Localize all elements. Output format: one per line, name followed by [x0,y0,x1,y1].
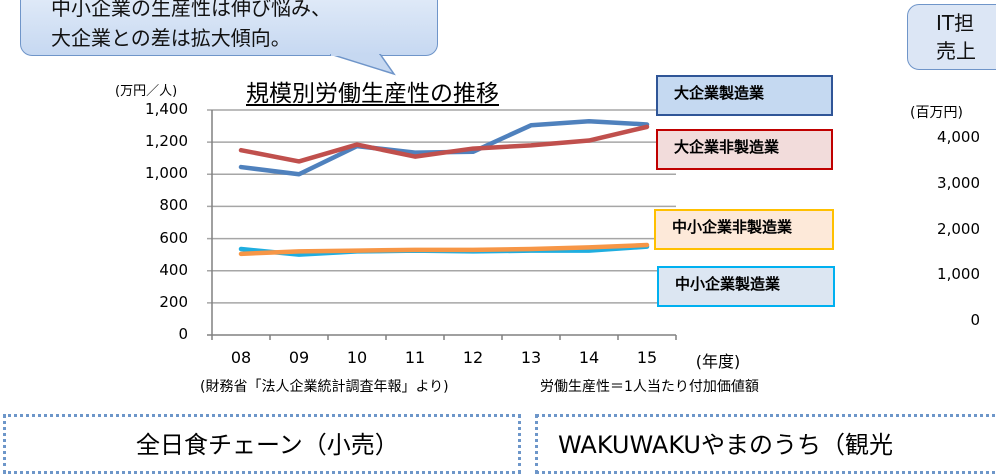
source-note: (財務省「法人企業統計調査年報」より) [200,379,449,395]
x-axis-unit: (年度) [695,352,741,371]
series-large-nonmfg-line [238,124,650,164]
x-tick-label: 14 [578,348,600,367]
callout-right-line-2: 売上 [936,39,976,63]
right-axis-tick-label: 4,000 [937,128,980,146]
x-tick-label: 11 [404,348,426,367]
callout-tail [330,54,396,76]
legend-large-mfg: 大企業製造業 [656,75,833,116]
x-tick-label: 12 [462,348,484,367]
y-axis-unit: (万円／人) [115,84,178,99]
y-tick-label: 800 [159,196,188,215]
callout-bubble: 中小企業の生産性は伸び悩み、 大企業との差は拡大傾向。 [20,0,438,56]
legend-large-nonmfg: 大企業非製造業 [656,129,833,170]
x-tick-label: 15 [636,348,658,367]
case-box-right: WAKUWAKUやまのうち（観光 [535,414,996,474]
x-tick-label: 09 [288,348,310,367]
chart-title: 規模別労働生産性の推移 [246,81,499,107]
x-tick-label: 10 [346,348,368,367]
right-axis-unit: (百万円) [910,105,963,121]
y-tick-label: 0 [178,325,188,343]
x-tick-label: 08 [230,348,252,367]
definition-note: 労働生産性＝1人当たり付加価値額 [540,379,759,395]
x-tick-label: 13 [520,348,542,367]
y-tick-label: 1,400 [145,100,188,118]
y-tick-label: 1,000 [145,164,188,183]
y-tick-label: 400 [159,260,188,279]
callout-right: IT担 売上 [907,4,996,70]
callout-right-line-1: IT担 [936,11,975,35]
right-axis-tick-label: 0 [970,311,980,329]
y-tick-label: 1,200 [145,132,188,151]
line-chart-plot [207,109,690,340]
right-axis-tick-label: 2,000 [937,220,980,238]
y-tick-label: 200 [159,292,188,311]
callout-text: 中小企業の生産性は伸び悩み、 大企業との差は拡大傾向。 [51,0,331,53]
right-axis-tick-label: 1,000 [937,265,980,283]
legend-sme-mfg: 中小企業製造業 [657,266,835,307]
case-box-left: 全日食チェーン（小売） [3,414,521,474]
callout-line-2: 大企業との差は拡大傾向。 [51,26,291,50]
legend-sme-nonmfg: 中小企業非製造業 [654,209,834,250]
callout-line-1: 中小企業の生産性は伸び悩み、 [51,0,331,20]
case-title-right: WAKUWAKUやまのうち（観光 [558,431,893,459]
y-tick-label: 600 [159,228,188,247]
series-large-mfg-line [238,119,650,177]
case-title-left: 全日食チェーン（小売） [136,431,399,459]
right-axis-tick-label: 3,000 [937,174,980,192]
series-sme-nonmfg-line [238,242,650,257]
